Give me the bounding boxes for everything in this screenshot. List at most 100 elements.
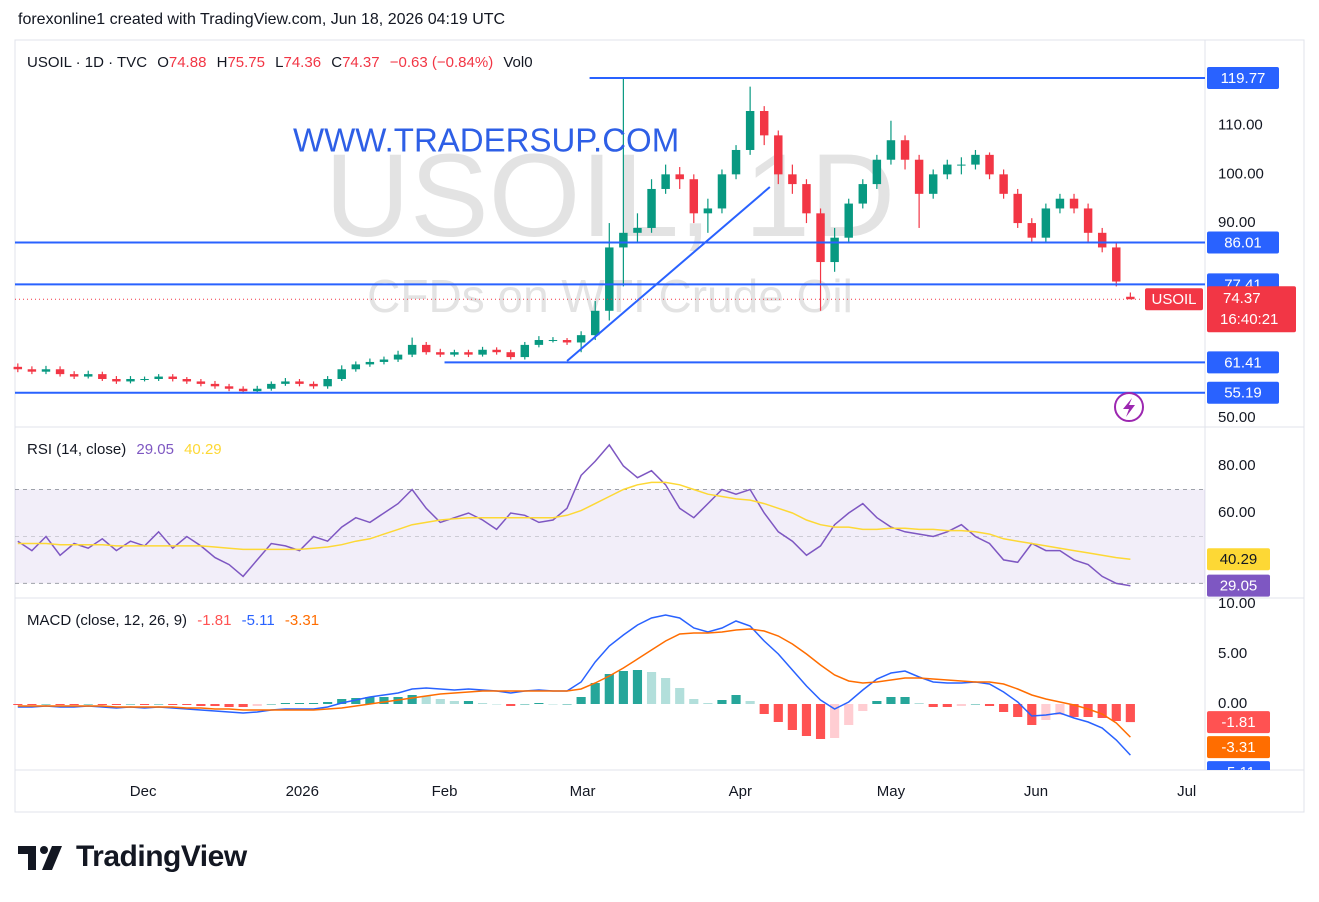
candle-body [407,344,417,355]
histogram-bar [872,701,882,704]
candle-body [985,154,994,175]
histogram-bar [759,704,769,714]
level-label: 86.01 [1224,234,1262,251]
candle-body [647,188,656,228]
legend-field: L74.36 [275,54,321,71]
histogram-bar [675,688,685,704]
legend-field: Vol0 [503,54,532,71]
legend-field: C74.37 [331,54,379,71]
event-icon[interactable] [1114,392,1144,422]
level-label-box [1207,231,1279,254]
candle-body [323,379,332,387]
candle-body [393,354,403,360]
histogram-bar [1027,704,1037,725]
histogram-bar [914,703,924,704]
histogram-bar [365,697,375,704]
histogram-bar [407,695,417,704]
histogram-bar [618,671,628,704]
candle-body [1126,296,1135,300]
histogram-bar [27,704,37,705]
event-icon-bolt [1123,398,1135,417]
histogram-bar [548,704,558,705]
histogram-bar [646,672,657,704]
histogram-bar [1069,704,1079,717]
histogram-bar [477,703,488,704]
histogram-bar [435,699,445,704]
legend-field: O74.88 [157,54,206,71]
histogram-bar [858,704,868,711]
histogram-bar [956,704,966,706]
trendline [566,186,771,362]
candle-body [1112,247,1121,282]
legend-value: 74.88 [168,54,207,71]
legend-field: H75.75 [217,54,265,71]
candle-body [605,247,614,311]
histogram-bar [224,704,234,707]
histogram-bar [984,704,995,706]
candle-body [126,379,135,382]
histogram-bar [562,704,572,705]
logo-icon [40,846,48,854]
candle-body [675,174,684,180]
legend-change: −0.63 (−0.84%) [389,54,494,71]
candle-body [534,340,544,345]
candle-body [379,359,389,362]
candle-body [928,174,938,194]
candle-body [98,374,107,380]
candle-body [703,208,713,214]
candle-body [210,383,220,387]
candle-body [140,379,149,381]
symbol-tag: USOIL [1151,291,1196,308]
legend-value: 74.37 [342,54,380,71]
histogram-bar [1111,704,1121,721]
histogram-bar [125,704,136,705]
y-tick-label: 80.00 [1218,457,1256,474]
histogram-bar [13,704,23,705]
histogram-bar [337,699,347,704]
legend-value: 75.75 [227,54,265,71]
logo-icon [18,846,36,870]
histogram-bar [830,704,840,738]
histogram-bar [323,702,333,704]
x-tick-label: Feb [432,783,458,800]
legend-value: 40.29 [184,441,222,458]
histogram-bar [928,704,938,707]
candle-body [576,335,586,343]
histogram-bar [689,699,699,704]
candle-body [492,349,501,353]
macd-value-box [1207,761,1270,770]
histogram-bar [308,703,319,704]
candle-body [1083,208,1093,233]
histogram-bar [379,697,389,704]
candle-body [295,381,304,384]
histogram-bar [351,698,361,704]
candle-body [154,376,163,380]
histogram-bar [632,670,643,704]
candle-body [464,352,473,355]
series-line [17,614,1131,756]
candle-body [999,174,1008,194]
histogram-bar [999,704,1009,712]
histogram-bar [815,704,826,739]
histogram-bar [168,704,178,705]
logo-text: TradingView [76,840,247,873]
candle-body [886,140,896,160]
histogram-bar [55,704,65,705]
histogram-bar [1083,704,1093,717]
series-line [17,443,1131,587]
rsi-value-box [1207,548,1270,571]
histogram-bar [900,697,910,704]
histogram-bar [266,704,276,705]
candle-body [774,135,783,175]
rsi-value: 40.29 [1220,551,1258,568]
candle-body [971,154,980,165]
candle-body [1055,198,1065,209]
candle-body [745,110,755,150]
candle-body [858,184,868,204]
histogram-bar [1041,704,1051,720]
histogram-bar [111,704,121,705]
last-price-box [1207,286,1296,333]
legend-label: O [157,54,169,71]
histogram-bar [69,704,79,705]
candle-body [267,383,276,389]
